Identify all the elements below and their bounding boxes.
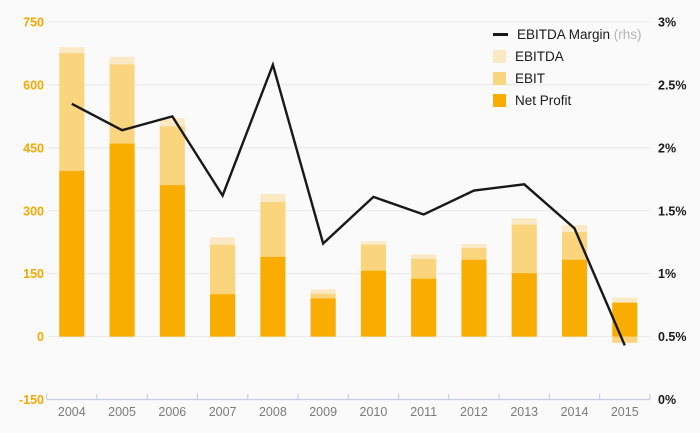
year-label-2010: 2010 [360,405,388,419]
bar-net-profit-2015 [612,302,638,337]
legend-item-ebitda: EBITDA [493,48,642,65]
bar-net-profit-2010 [360,270,386,337]
bar-net-profit-2009 [310,298,336,337]
year-label-2009: 2009 [309,405,337,419]
bar-net-profit-2004 [59,170,85,337]
year-label-2004: 2004 [58,405,86,419]
bar-net-profit-2012 [461,259,487,337]
bar-net-profit-2011 [411,278,437,337]
ebit-swatch-icon [493,72,506,85]
ebitda-swatch-icon [493,50,506,63]
left-axis-tick-label: 0 [37,330,44,344]
right-axis-tick-label: 0.5% [658,330,687,344]
right-axis-tick-label: 1.5% [658,204,687,218]
bar-net-profit-2005 [109,143,135,337]
year-label-2015: 2015 [611,405,639,419]
legend-label: EBIT [515,71,546,86]
legend-item-net-profit: Net Profit [493,92,642,109]
year-label-2012: 2012 [460,405,488,419]
left-axis-tick-label: -150 [19,393,44,407]
right-axis-tick-label: 0% [658,393,676,407]
right-axis-tick-label: 2.5% [658,78,687,92]
bar-net-profit-2007 [210,294,236,337]
year-label-2006: 2006 [158,405,186,419]
year-label-2007: 2007 [209,405,237,419]
year-label-2008: 2008 [259,405,287,419]
ebitda-margin-line [71,60,626,346]
right-axis-tick-label: 2% [658,141,676,155]
legend-rhs-note: (rhs) [613,27,642,42]
year-label-2014: 2014 [561,405,589,419]
left-axis-tick-label: 300 [23,204,44,218]
right-axis-tick-label: 3% [658,16,676,30]
legend: EBITDA Margin (rhs) EBITDA EBIT Net Prof… [493,26,642,109]
net-profit-swatch-icon [493,94,506,107]
bar-net-profit-2014 [562,259,587,337]
left-axis-tick-label: 750 [23,16,44,30]
bar-net-profit-2006 [159,185,185,337]
legend-item-ebit: EBIT [493,70,642,87]
year-label-2013: 2013 [510,405,538,419]
legend-label: EBITDA [515,49,564,64]
bar-net-profit-2013 [511,273,537,337]
bar-ebit-2015 [612,336,638,343]
year-label-2011: 2011 [410,405,437,419]
left-axis-tick-label: 450 [23,141,44,155]
line-swatch-icon [493,33,508,36]
left-axis-tick-label: 150 [23,267,44,281]
bar-net-profit-2008 [260,256,286,337]
legend-label: EBITDA Margin (rhs) [517,27,642,42]
legend-label: Net Profit [515,93,572,108]
left-axis-tick-label: 600 [23,78,44,92]
legend-item-ebitda-margin: EBITDA Margin (rhs) [493,26,642,43]
year-label-2005: 2005 [108,405,136,419]
right-axis-tick-label: 1% [658,267,676,281]
